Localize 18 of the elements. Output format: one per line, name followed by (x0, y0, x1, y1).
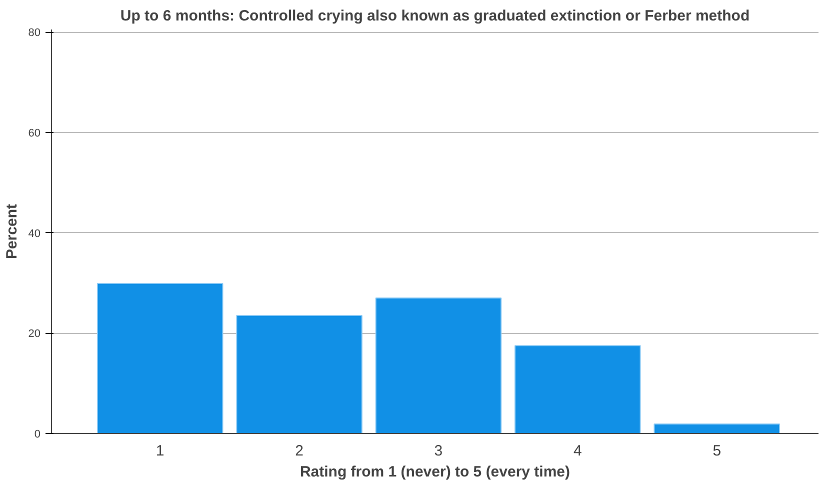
x-axis-title: Rating from 1 (never) to 5 (every time) (300, 464, 570, 480)
y-tick-label: 0 (34, 428, 41, 440)
y-axis-title: Percent (3, 204, 20, 260)
x-tick-label: 5 (712, 442, 722, 460)
x-tick-label: 3 (434, 442, 443, 460)
y-tick-label: 80 (28, 27, 41, 40)
y-tick-label: 20 (28, 328, 41, 340)
y-tick-label: 60 (28, 127, 41, 140)
y-tick-label: 40 (28, 228, 41, 240)
bar (514, 345, 641, 434)
chart-title: Up to 6 months: Controlled crying also known as graduated extinction or Ferber method (120, 8, 750, 24)
x-tick-label: 2 (295, 442, 304, 460)
bar (96, 282, 224, 434)
bar (375, 297, 502, 434)
bar (236, 315, 362, 434)
x-tick-label: 1 (156, 442, 164, 460)
bar (654, 423, 780, 434)
x-tick-label: 4 (574, 442, 582, 460)
